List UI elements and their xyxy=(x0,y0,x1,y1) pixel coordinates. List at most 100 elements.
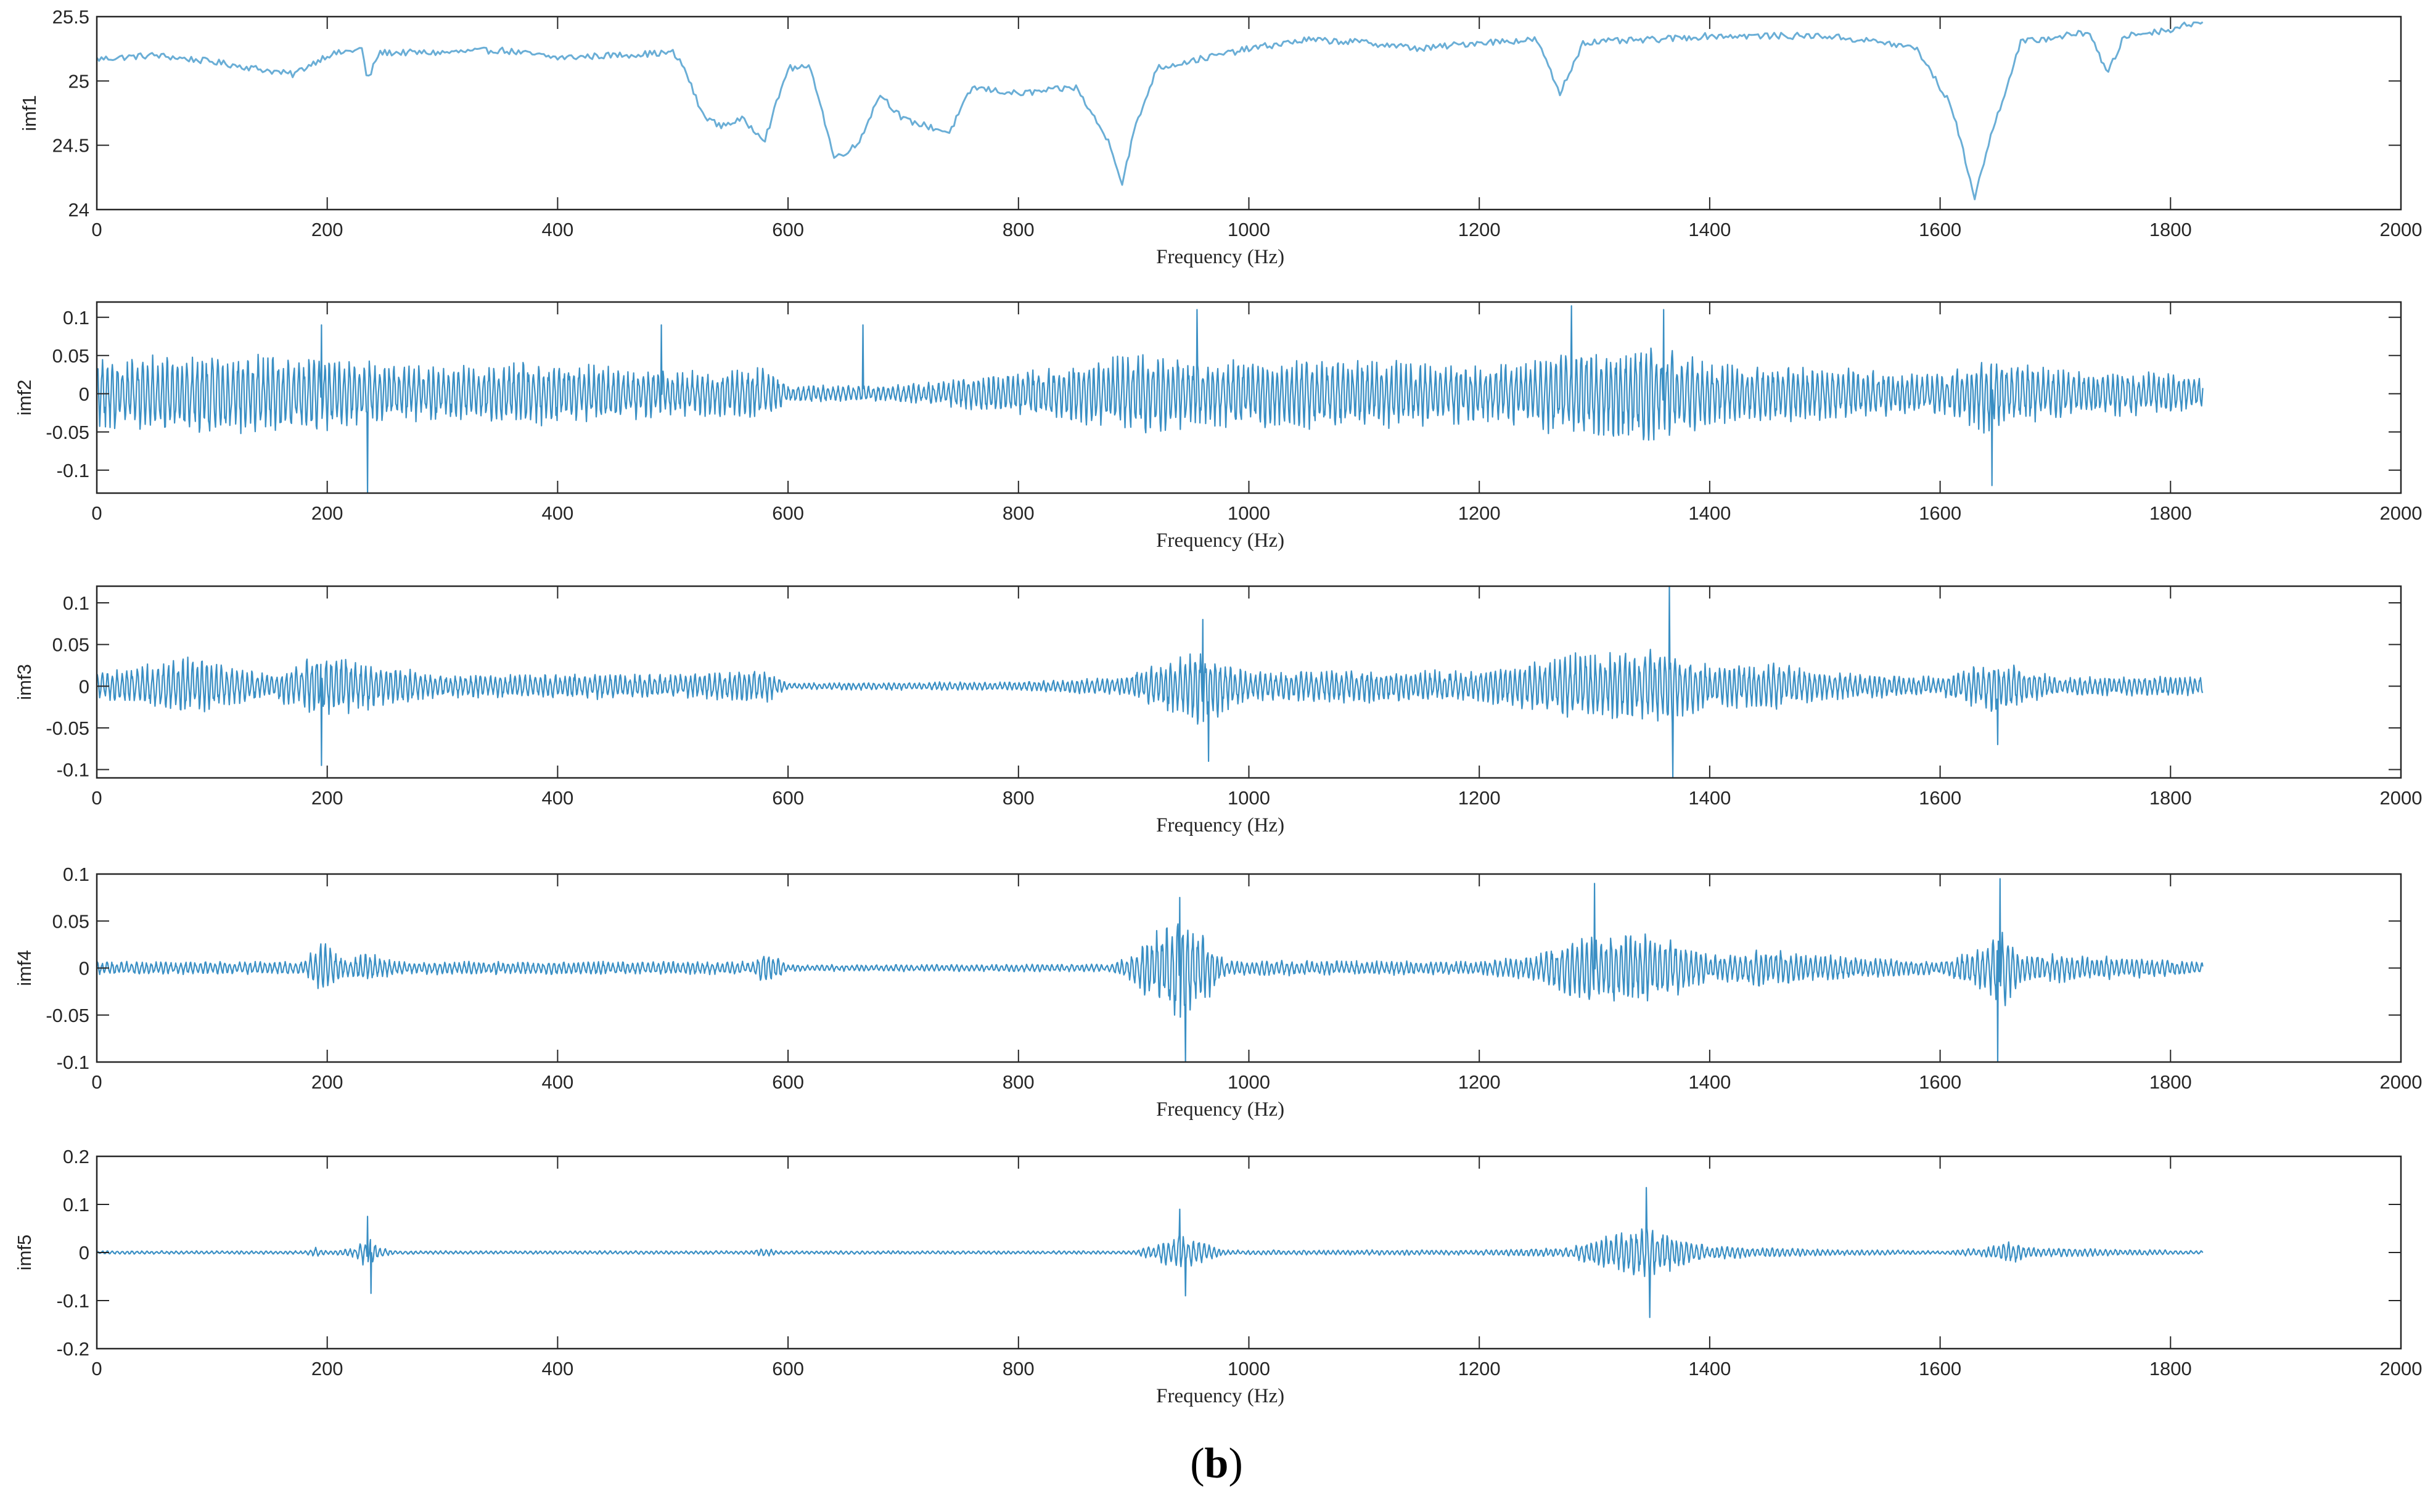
imf4-xtick-label: 200 xyxy=(311,1071,343,1093)
imf1-xtick-label: 800 xyxy=(1003,219,1035,240)
imf4-xtick-label: 1600 xyxy=(1919,1071,1961,1093)
imf1-trace-line xyxy=(96,21,2204,200)
imf5-xtick-label: 200 xyxy=(311,1358,343,1379)
imf5-xaxis-label: Frequency (Hz) xyxy=(1156,1385,1284,1407)
imf5-xtick-label: 0 xyxy=(91,1358,102,1379)
imf1-xtick-label: 1800 xyxy=(2149,219,2192,240)
imf5-panel: 0 200 400 600 800 1000 1200 1400 1600 1800 2000 -0.… xyxy=(14,1146,2422,1407)
imf5-xtick-label: 400 xyxy=(542,1358,574,1379)
imf1-ytick-label: 25 xyxy=(68,70,89,92)
imf4-xtick-label: 1800 xyxy=(2149,1071,2192,1093)
imf2-xtick-label: 2000 xyxy=(2380,502,2423,524)
imf3-xtick-label: 600 xyxy=(772,787,804,809)
imf2-ytick-label: -0.1 xyxy=(57,460,89,481)
imf3-ytick-label: -0.1 xyxy=(57,759,89,780)
imf2-xtick-label: 400 xyxy=(542,502,574,524)
imf1-xaxis-label: Frequency (Hz) xyxy=(1156,246,1284,268)
imf1-xtick-label: 0 xyxy=(91,219,102,240)
imf5-ytick-label: 0.1 xyxy=(63,1194,89,1216)
imf1-xtick-label: 1600 xyxy=(1919,219,1961,240)
imf5-xtick-label: 1800 xyxy=(2149,1358,2192,1379)
imf2-xtick-label: 600 xyxy=(772,502,804,524)
imf2-xtick-label: 0 xyxy=(91,502,102,524)
imf4-ytick-label: 0 xyxy=(79,958,89,979)
imf1-xtick-label: 1200 xyxy=(1458,219,1501,240)
imf4-xaxis-label: Frequency (Hz) xyxy=(1156,1098,1284,1121)
imf4-xtick-label: 800 xyxy=(1003,1071,1035,1093)
imf1-ytick-label: 24 xyxy=(68,199,89,221)
imf4-xtick-label: 1000 xyxy=(1228,1071,1270,1093)
imf2-xtick-label: 1400 xyxy=(1688,502,1731,524)
imf2-xtick-label: 800 xyxy=(1003,502,1035,524)
imf1-panel: 0 200 400 600 800 1000 1200 1400 1600 1800 2000 24 2… xyxy=(18,6,2422,268)
imf5-xtick-label: 1600 xyxy=(1919,1358,1961,1379)
imf3-panel: 0 200 400 600 800 1000 1200 1400 1600 1800 2000 -0.… xyxy=(14,585,2423,836)
imf4-xtick-label: 1400 xyxy=(1688,1071,1731,1093)
imf5-xtick-label: 1200 xyxy=(1458,1358,1501,1379)
imf5-ytick-label: 0 xyxy=(79,1242,89,1264)
imf2-xtick-label: 200 xyxy=(311,502,343,524)
imf5-xtick-label: 1400 xyxy=(1688,1358,1731,1379)
imf2-yaxis-label: imf2 xyxy=(14,380,35,416)
imf3-xtick-label: 1000 xyxy=(1228,787,1270,809)
imf3-xtick-label: 1800 xyxy=(2149,787,2192,809)
imf5-yaxis-label: imf5 xyxy=(14,1235,35,1271)
imf4-xtick-label: 400 xyxy=(542,1071,574,1093)
imf4-xtick-label: 600 xyxy=(772,1071,804,1093)
imf5-trace-line xyxy=(96,1187,2204,1318)
imf1-axes-box xyxy=(96,15,2402,211)
imf3-xtick-label: 1600 xyxy=(1919,787,1961,809)
imf1-xtick-label: 1000 xyxy=(1228,219,1270,240)
imf5-xtick-label: 600 xyxy=(772,1358,804,1379)
imf3-xaxis-label: Frequency (Hz) xyxy=(1156,814,1284,836)
imf4-trace-line xyxy=(96,878,2204,1063)
imf4-xtick-label: 0 xyxy=(91,1071,102,1093)
imf3-yaxis-label: imf3 xyxy=(14,664,35,700)
imf3-xtick-label: 400 xyxy=(542,787,574,809)
imf3-xtick-label: 1400 xyxy=(1688,787,1731,809)
imf3-xtick-label: 2000 xyxy=(2380,787,2423,809)
imf5-xtick-label: 800 xyxy=(1003,1358,1035,1379)
imf1-xtick-label: 400 xyxy=(542,219,574,240)
figure-caption: (b) xyxy=(1190,1440,1243,1487)
imf4-xtick-label: 1200 xyxy=(1458,1071,1501,1093)
imf1-xtick-label: 200 xyxy=(311,219,343,240)
imf3-ytick-label: 0.05 xyxy=(52,634,89,656)
imf1-ytick-label: 25.5 xyxy=(52,6,89,28)
imf3-ytick-label: 0.1 xyxy=(63,592,89,614)
imf2-xtick-label: 1800 xyxy=(2149,502,2192,524)
imf2-xtick-label: 1000 xyxy=(1228,502,1270,524)
imf3-xtick-label: 0 xyxy=(91,787,102,809)
imf1-ytick-label: 24.5 xyxy=(52,135,89,157)
imf3-xtick-label: 1200 xyxy=(1458,787,1501,809)
imf4-panel: 0 200 400 600 800 1000 1200 1400 1600 1800 2000 -0.… xyxy=(14,864,2422,1121)
imf4-ytick-label: 0.05 xyxy=(52,910,89,932)
imf3-ytick-label: -0.05 xyxy=(46,717,89,739)
imf4-ytick-label: -0.05 xyxy=(46,1005,89,1026)
imf2-xtick-label: 1600 xyxy=(1919,502,1961,524)
imf2-ytick-label: 0.1 xyxy=(63,307,89,329)
imf3-xtick-label: 200 xyxy=(311,787,343,809)
imf4-yaxis-label: imf4 xyxy=(14,950,35,986)
imf2-ytick-label: 0.05 xyxy=(52,345,89,367)
imf2-xtick-label: 1200 xyxy=(1458,502,1501,524)
imf1-xtick-label: 2000 xyxy=(2380,219,2423,240)
imf1-xtick-label: 600 xyxy=(772,219,804,240)
imf5-xtick-label: 1000 xyxy=(1228,1358,1270,1379)
imf1-yaxis-label: imf1 xyxy=(18,95,40,131)
imf4-ytick-label: 0.1 xyxy=(63,864,89,885)
imf5-xtick-label: 2000 xyxy=(2380,1358,2423,1379)
imf5-ytick-label: -0.2 xyxy=(57,1338,89,1360)
imf1-xtick-label: 1400 xyxy=(1688,219,1731,240)
imf2-ytick-label: 0 xyxy=(79,383,89,405)
imf2-trace-line xyxy=(96,305,2204,494)
imf5-ytick-label: 0.2 xyxy=(63,1146,89,1167)
imf3-trace-line xyxy=(96,585,2204,779)
imf4-ytick-label: -0.1 xyxy=(57,1052,89,1073)
imf2-xaxis-label: Frequency (Hz) xyxy=(1156,529,1284,552)
imf3-ytick-label: 0 xyxy=(79,676,89,697)
imf3-xtick-label: 800 xyxy=(1003,787,1035,809)
imf2-ytick-label: -0.05 xyxy=(46,422,89,443)
imf2-panel: 0 200 400 600 800 1000 1200 1400 1600 1800 2000 -0.… xyxy=(14,301,2423,552)
